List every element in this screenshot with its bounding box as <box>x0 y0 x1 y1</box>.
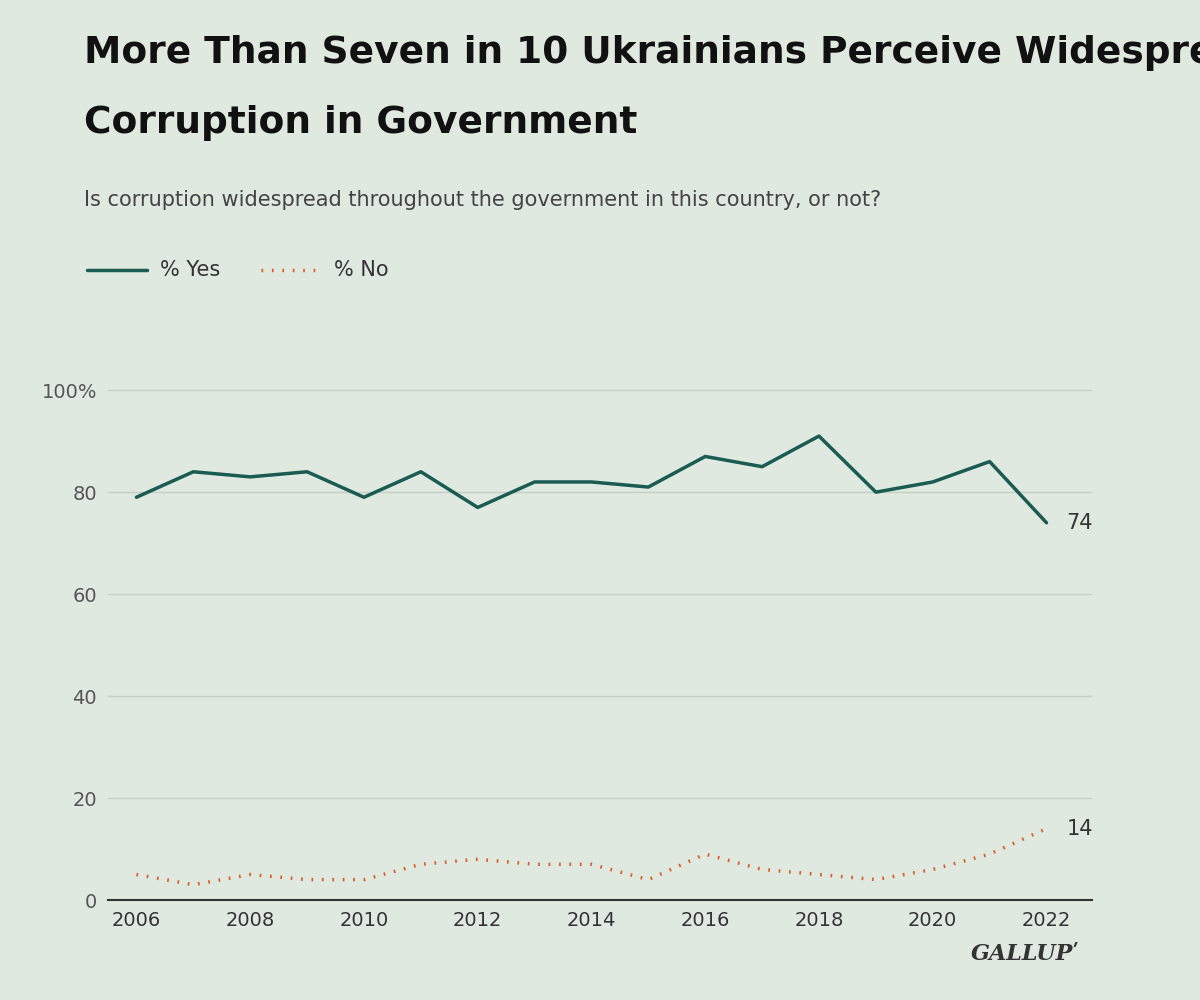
Text: 14: 14 <box>1067 819 1093 839</box>
Text: 74: 74 <box>1067 513 1093 533</box>
Text: More Than Seven in 10 Ukrainians Perceive Widespread: More Than Seven in 10 Ukrainians Perceiv… <box>84 35 1200 71</box>
Text: % Yes: % Yes <box>160 260 220 280</box>
Text: Is corruption widespread throughout the government in this country, or not?: Is corruption widespread throughout the … <box>84 190 881 210</box>
Text: % No: % No <box>334 260 389 280</box>
Text: Corruption in Government: Corruption in Government <box>84 105 637 141</box>
Text: GALLUPʹ: GALLUPʹ <box>971 943 1080 965</box>
